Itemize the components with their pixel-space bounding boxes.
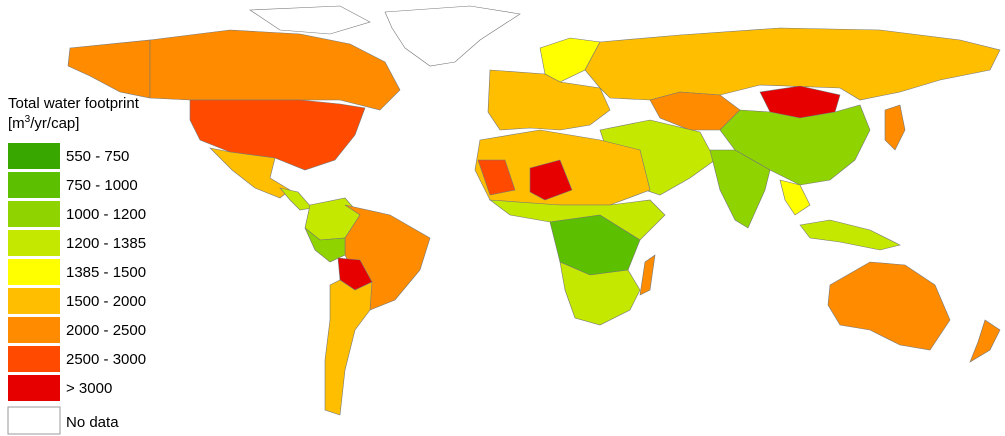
legend-label: 1000 - 1200 xyxy=(66,206,146,223)
world-map xyxy=(67,5,1001,416)
legend-title: Total water footprint xyxy=(8,95,140,112)
legend-label: 750 - 1000 xyxy=(66,177,138,194)
legend-label: 1500 - 2000 xyxy=(66,293,146,310)
country xyxy=(584,27,1001,101)
country xyxy=(384,5,521,67)
legend: Total water footprint [m3/yr/cap] 550 - … xyxy=(7,95,146,435)
legend-swatch xyxy=(8,346,60,372)
legend-swatch xyxy=(8,230,60,256)
country xyxy=(884,104,906,151)
legend-label: 1385 - 1500 xyxy=(66,264,146,281)
country xyxy=(559,261,641,326)
unit-suffix: /yr/cap] xyxy=(30,115,79,132)
legend-label: 1200 - 1385 xyxy=(66,235,146,252)
legend-label: 2500 - 3000 xyxy=(66,351,146,368)
legend-swatch xyxy=(8,317,60,343)
legend-swatch xyxy=(8,288,60,314)
country xyxy=(487,69,611,131)
legend-unit: [m3/yr/cap] xyxy=(8,114,79,132)
country xyxy=(489,199,666,241)
legend-label: 2000 - 2500 xyxy=(66,322,146,339)
country xyxy=(477,159,516,196)
legend-swatch xyxy=(8,201,60,227)
legend-swatch xyxy=(8,143,60,169)
country xyxy=(324,279,373,416)
country xyxy=(249,5,371,35)
legend-label: > 3000 xyxy=(66,380,112,397)
country xyxy=(827,261,951,351)
country xyxy=(709,149,771,229)
country xyxy=(304,227,346,263)
country xyxy=(529,159,573,201)
country xyxy=(639,254,656,296)
unit-exponent: 3 xyxy=(25,114,31,125)
country xyxy=(67,39,151,99)
country xyxy=(779,179,811,216)
country xyxy=(969,319,1001,363)
legend-swatch xyxy=(8,375,60,401)
legend-swatch xyxy=(8,259,60,285)
legend-label: No data xyxy=(66,414,119,431)
country xyxy=(189,99,366,171)
country xyxy=(149,29,401,111)
country xyxy=(279,187,313,211)
country xyxy=(799,219,901,251)
legend-label: 550 - 750 xyxy=(66,148,129,165)
legend-swatch xyxy=(8,172,60,198)
legend-swatch xyxy=(7,406,61,435)
unit-prefix: [m xyxy=(8,115,25,132)
